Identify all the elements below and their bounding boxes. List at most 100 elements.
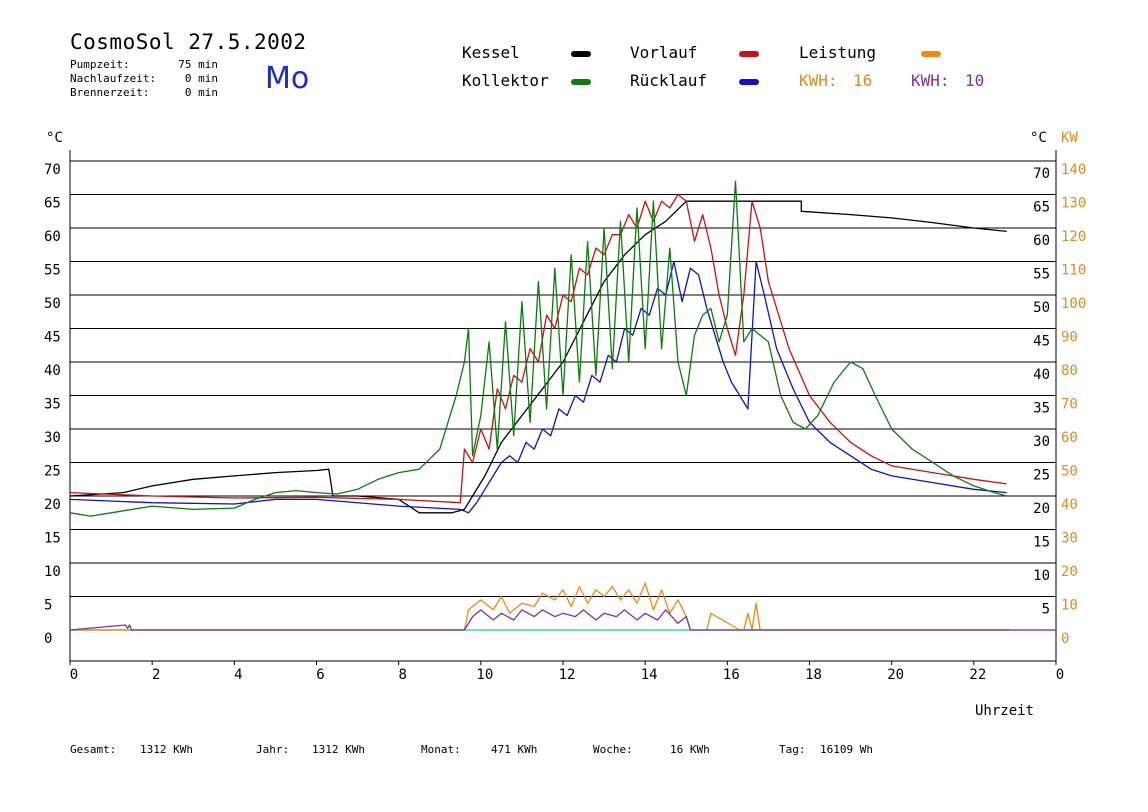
footer-tag-value: 16109 Wh bbox=[820, 743, 873, 756]
y-tick-label-left: 65 bbox=[44, 196, 61, 212]
y2-tick-label: 20 bbox=[1061, 564, 1078, 580]
y-tick-label-right: 55 bbox=[1033, 267, 1050, 283]
y-tick-label-right: 20 bbox=[1033, 501, 1050, 517]
series-line-vorlauf bbox=[69, 193, 1007, 504]
y-tick-label-right: 15 bbox=[1033, 535, 1050, 551]
y-tick-label-right: 65 bbox=[1033, 200, 1050, 216]
y2-tick-label: 130 bbox=[1061, 196, 1086, 212]
y-tick-label-right: 10 bbox=[1033, 568, 1050, 584]
legend-vorlauf-label: Vorlauf bbox=[630, 43, 698, 62]
y-tick-label-right: 30 bbox=[1033, 434, 1050, 450]
x-tick-label: 2 bbox=[152, 667, 160, 683]
y2-tick-label: 110 bbox=[1061, 263, 1086, 279]
footer-monat-value: 471 KWh bbox=[491, 743, 538, 756]
legend-kwh-orange-value: 16 bbox=[853, 71, 873, 90]
info-value-nachlaufzeit: 0 min bbox=[184, 72, 218, 85]
series-line-power-secondary bbox=[69, 609, 1056, 631]
x-tick-label: 16 bbox=[723, 667, 740, 683]
x-tick-label: 18 bbox=[805, 667, 822, 683]
legend-kessel-swatch bbox=[571, 51, 591, 57]
y2-tick-label: 70 bbox=[1061, 397, 1078, 413]
y-tick-label-right: 45 bbox=[1033, 334, 1050, 350]
y-tick-label-left: 60 bbox=[44, 229, 61, 245]
y-tick-label-left: 50 bbox=[44, 296, 61, 312]
y2-tick-label: 140 bbox=[1061, 162, 1086, 178]
y-tick-label-right: 70 bbox=[1033, 166, 1050, 182]
y2-tick-label: 60 bbox=[1061, 430, 1078, 446]
info-label-nachlaufzeit: Nachlaufzeit: bbox=[70, 72, 157, 85]
legend-leistung-swatch bbox=[921, 51, 941, 57]
footer-monat-label: Monat: bbox=[421, 743, 461, 756]
legend-kwh-purple-label: KWH: bbox=[911, 71, 950, 90]
y-tick-label-left: 5 bbox=[44, 598, 52, 614]
footer-gesamt-value: 1312 KWh bbox=[140, 743, 193, 756]
x-tick-label: 10 bbox=[476, 667, 493, 683]
footer-gesamt-label: Gesamt: bbox=[70, 743, 117, 756]
footer-woche-label: Woche: bbox=[593, 743, 633, 756]
y-axis-unit-left: °C bbox=[46, 130, 63, 146]
footer-jahr-value: 1312 KWh bbox=[312, 743, 365, 756]
y-tick-label-left: 40 bbox=[44, 363, 61, 379]
y2-tick-label: 100 bbox=[1061, 296, 1086, 312]
x-tick-label: 20 bbox=[887, 667, 904, 683]
legend-kollektor-label: Kollektor bbox=[462, 71, 549, 90]
series-line-kollektor bbox=[69, 180, 1007, 517]
series-line-ruecklauf bbox=[69, 260, 1007, 514]
x-tick-label: 8 bbox=[398, 667, 406, 683]
x-tick-label: 14 bbox=[641, 667, 658, 683]
x-tick-label: 4 bbox=[234, 667, 242, 683]
x-tick-label: 0 bbox=[70, 667, 78, 683]
y2-tick-label: 30 bbox=[1061, 531, 1078, 547]
y2-tick-label: 0 bbox=[1061, 631, 1069, 647]
x-tick-label: 22 bbox=[969, 667, 986, 683]
legend-kwh-purple-value: 10 bbox=[965, 71, 985, 90]
series-line-leistung bbox=[70, 582, 1056, 631]
y-tick-label-right: 35 bbox=[1033, 401, 1050, 417]
legend-leistung-label: Leistung bbox=[799, 43, 877, 62]
info-value-brennerzeit: 0 min bbox=[184, 86, 218, 99]
y-tick-label-left: 15 bbox=[44, 531, 61, 547]
y-tick-label-left: 25 bbox=[44, 464, 61, 480]
y-tick-label-left: 30 bbox=[44, 430, 61, 446]
footer-tag-label: Tag: bbox=[779, 743, 806, 756]
info-label-brennerzeit: Brennerzeit: bbox=[70, 86, 150, 99]
y2-tick-label: 10 bbox=[1061, 598, 1078, 614]
y2-tick-label: 120 bbox=[1061, 229, 1086, 245]
x-axis-label: Uhrzeit bbox=[975, 703, 1034, 719]
y-tick-label-left: 70 bbox=[44, 162, 61, 178]
info-label-pumpzeit: Pumpzeit: bbox=[70, 58, 130, 71]
x-tick-label: 12 bbox=[559, 667, 576, 683]
y-tick-label-right: 25 bbox=[1033, 468, 1050, 484]
y-tick-label-left: 10 bbox=[44, 564, 61, 580]
y-tick-label-right: 40 bbox=[1033, 367, 1050, 383]
x-tick-label: 0 bbox=[1056, 667, 1064, 683]
footer-jahr-label: Jahr: bbox=[256, 743, 290, 756]
y-tick-label-right: 5 bbox=[1042, 602, 1050, 618]
y-tick-label-left: 35 bbox=[44, 397, 61, 413]
legend-kollektor-swatch bbox=[571, 79, 591, 85]
legend-ruecklauf-swatch bbox=[739, 79, 759, 85]
x-tick-label: 6 bbox=[316, 667, 324, 683]
y-tick-label-left: 55 bbox=[44, 263, 61, 279]
y2-axis-unit: KW bbox=[1061, 130, 1078, 146]
y-axis-unit-right: °C bbox=[1030, 130, 1047, 146]
series-line-kessel bbox=[69, 200, 1007, 514]
y-tick-label-left: 20 bbox=[44, 497, 61, 513]
legend-kessel-label: Kessel bbox=[462, 43, 520, 62]
y-tick-label-right: 60 bbox=[1033, 233, 1050, 249]
y-tick-label-right: 50 bbox=[1033, 300, 1050, 316]
y2-tick-label: 80 bbox=[1061, 363, 1078, 379]
y2-tick-label: 50 bbox=[1061, 464, 1078, 480]
y-tick-label-left: 0 bbox=[44, 631, 52, 647]
y-tick-label-left: 45 bbox=[44, 330, 61, 346]
y2-tick-label: 90 bbox=[1061, 330, 1078, 346]
legend-vorlauf-swatch bbox=[739, 51, 759, 57]
y2-tick-label: 40 bbox=[1061, 497, 1078, 513]
legend-ruecklauf-label: Rücklauf bbox=[630, 71, 708, 90]
chart-title: CosmoSol 27.5.2002 bbox=[70, 30, 307, 54]
info-value-pumpzeit: 75 min bbox=[178, 58, 218, 71]
legend-kwh-orange-label: KWH: bbox=[799, 71, 838, 90]
footer-woche-value: 16 KWh bbox=[670, 743, 710, 756]
weekday-label: Mo bbox=[265, 61, 310, 96]
